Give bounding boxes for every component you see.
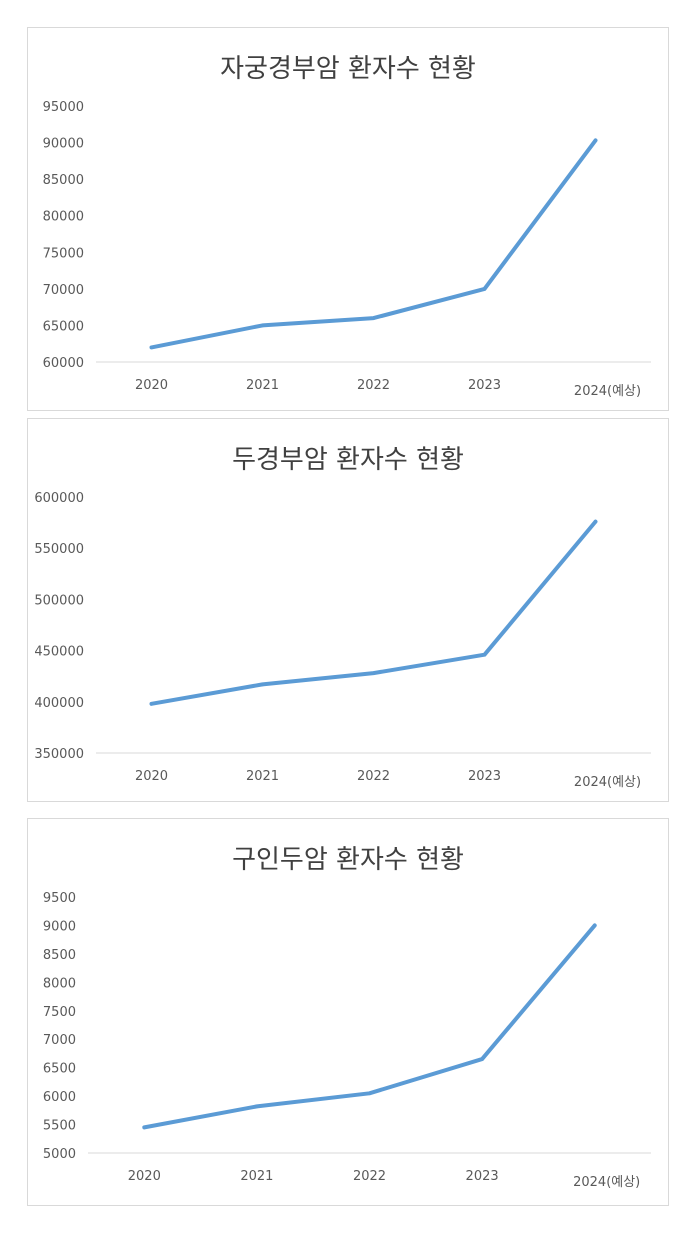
data-point bbox=[592, 923, 597, 928]
y-tick-label: 80000 bbox=[43, 210, 84, 225]
x-tick-label: 2023 bbox=[468, 769, 501, 784]
x-tick-label: 2023 bbox=[466, 1169, 499, 1184]
data-point bbox=[142, 1125, 147, 1130]
y-tick-label: 400000 bbox=[34, 696, 84, 711]
x-tick-label: 2024(예상) bbox=[574, 775, 641, 790]
y-tick-label: 6500 bbox=[43, 1062, 76, 1077]
x-tick-label: 2023 bbox=[468, 378, 501, 393]
data-point bbox=[260, 323, 265, 328]
y-tick-label: 75000 bbox=[43, 246, 84, 261]
data-point bbox=[593, 138, 598, 143]
y-tick-label: 350000 bbox=[34, 747, 84, 762]
series-line bbox=[149, 519, 598, 706]
y-tick-label: 9000 bbox=[43, 919, 76, 934]
data-point bbox=[260, 682, 265, 687]
data-point bbox=[149, 702, 154, 706]
y-tick-label: 65000 bbox=[43, 319, 84, 334]
series-line bbox=[142, 923, 597, 1130]
x-tick-label: 2024(예상) bbox=[574, 384, 641, 399]
x-tick-label: 2021 bbox=[246, 378, 279, 393]
y-tick-label: 7500 bbox=[43, 1005, 76, 1020]
y-tick-label: 90000 bbox=[43, 137, 84, 152]
y-tick-label: 5000 bbox=[43, 1147, 76, 1162]
x-tick-label: 2020 bbox=[135, 378, 168, 393]
x-tick-label: 2020 bbox=[128, 1169, 161, 1184]
chart-title: 두경부암 환자수 현황 bbox=[232, 445, 464, 475]
data-point bbox=[371, 316, 376, 320]
data-point bbox=[480, 1057, 484, 1061]
y-tick-label: 600000 bbox=[34, 491, 84, 506]
y-tick-label: 85000 bbox=[43, 173, 84, 188]
data-point bbox=[371, 671, 376, 675]
x-tick-label: 2022 bbox=[357, 378, 390, 393]
data-point bbox=[149, 345, 154, 350]
chart-panel-oropharyngeal-cancer: 구인두암 환자수 현황 5000 5500 6000 6500 7000 7500 8000… bbox=[27, 818, 669, 1206]
line-chart: 60000 65000 70000 75000 80000 85000 90000 95000… bbox=[43, 100, 651, 399]
chart-panel-head-neck-cancer: 두경부암 환자수 현황 350000 400000 450000 500000 5500… bbox=[27, 418, 669, 802]
x-tick-label: 2022 bbox=[353, 1169, 386, 1184]
y-tick-label: 6000 bbox=[43, 1090, 76, 1105]
x-tick-label: 2022 bbox=[357, 769, 390, 784]
data-point bbox=[482, 287, 487, 291]
data-point bbox=[482, 652, 487, 657]
data-point bbox=[367, 1091, 372, 1096]
data-point bbox=[593, 519, 598, 524]
y-tick-label: 9500 bbox=[43, 891, 76, 906]
y-tick-label: 70000 bbox=[43, 283, 84, 298]
y-tick-label: 8500 bbox=[43, 948, 76, 963]
y-tick-label: 500000 bbox=[34, 593, 84, 608]
data-point bbox=[255, 1104, 259, 1109]
x-tick-label: 2021 bbox=[246, 769, 279, 784]
chart-panel-cervical-cancer: 자궁경부암 환자수 현황 60000 65000 70000 75000 80000 85… bbox=[27, 27, 669, 411]
line-chart: 5000 5500 6000 6500 7000 7500 8000 8500 9000 9500… bbox=[43, 891, 651, 1190]
y-tick-label: 450000 bbox=[34, 645, 84, 660]
chart-title: 자궁경부암 환자수 현황 bbox=[220, 54, 476, 84]
y-tick-label: 550000 bbox=[34, 542, 84, 557]
y-tick-label: 95000 bbox=[43, 100, 84, 115]
y-tick-label: 7000 bbox=[43, 1033, 76, 1048]
y-tick-label: 8000 bbox=[43, 976, 76, 991]
chart-title: 구인두암 환자수 현황 bbox=[232, 845, 464, 875]
line-chart: 350000 400000 450000 500000 550000 600000 2020… bbox=[34, 491, 651, 790]
x-tick-label: 2024(예상) bbox=[573, 1175, 640, 1190]
x-tick-label: 2020 bbox=[135, 769, 168, 784]
y-tick-label: 5500 bbox=[43, 1119, 76, 1134]
x-tick-label: 2021 bbox=[240, 1169, 273, 1184]
y-tick-label: 60000 bbox=[43, 356, 84, 371]
